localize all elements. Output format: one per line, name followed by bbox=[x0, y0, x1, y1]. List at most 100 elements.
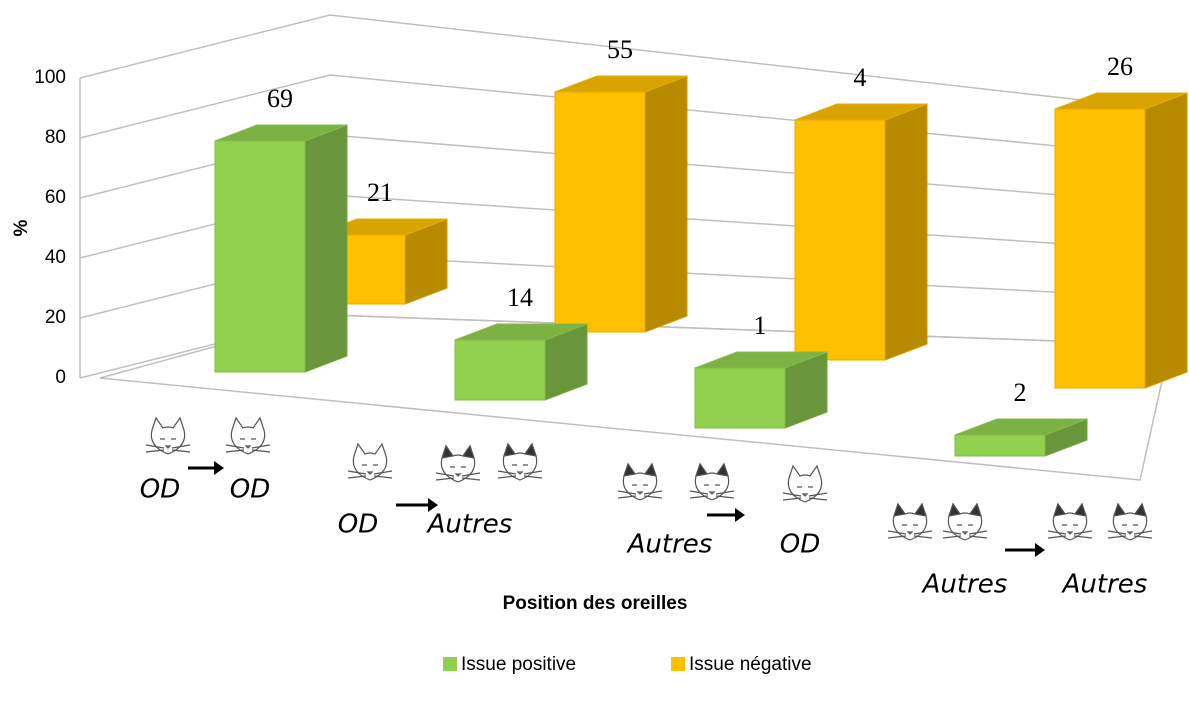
arrow-head bbox=[214, 461, 224, 475]
cat-icon bbox=[617, 462, 663, 501]
count-label: 2 bbox=[1014, 378, 1027, 407]
bar-top bbox=[554, 75, 688, 93]
cat-head bbox=[622, 462, 658, 501]
cat-head bbox=[947, 502, 983, 541]
bar bbox=[554, 75, 688, 333]
bar-top bbox=[1054, 92, 1188, 110]
bar-top bbox=[214, 124, 348, 142]
cat-icon bbox=[347, 442, 393, 481]
cat-ear-dark bbox=[893, 502, 927, 517]
arrow-head bbox=[1035, 543, 1045, 557]
bar-front bbox=[454, 339, 546, 401]
y-tick-label: 40 bbox=[45, 247, 66, 268]
legend-label: Issue positive bbox=[461, 654, 576, 675]
bar-side bbox=[884, 103, 928, 361]
y-tick-label: 80 bbox=[45, 127, 66, 148]
cat-ear-dark bbox=[623, 462, 657, 477]
bar-top bbox=[794, 103, 928, 121]
bar bbox=[694, 351, 828, 429]
cat-ear-dark bbox=[1113, 502, 1147, 517]
bar-front bbox=[1054, 108, 1146, 389]
count-label: 26 bbox=[1107, 52, 1133, 81]
cat-ear-dark bbox=[948, 502, 982, 517]
x-tick-label: Autres bbox=[426, 510, 513, 540]
x-tick-label: Autres bbox=[921, 570, 1008, 600]
bar bbox=[1054, 92, 1188, 389]
count-label: 69 bbox=[267, 84, 293, 113]
cat-icon bbox=[942, 502, 988, 541]
cat-head bbox=[1052, 502, 1088, 541]
cat-head bbox=[502, 442, 538, 481]
bar-front bbox=[214, 140, 306, 373]
legend-swatch bbox=[443, 657, 457, 671]
cat-head bbox=[694, 462, 730, 501]
cat-face bbox=[942, 524, 988, 539]
cat-icon bbox=[435, 444, 481, 483]
cat-icon bbox=[689, 462, 735, 501]
x-tick-label: Autres bbox=[626, 530, 713, 560]
y-tick-label: 60 bbox=[45, 187, 66, 208]
cat-ear-dark bbox=[1053, 502, 1087, 517]
cat-head bbox=[150, 416, 186, 455]
cat-face bbox=[617, 484, 663, 499]
y-tick-label: 20 bbox=[45, 307, 66, 328]
cat-icon bbox=[497, 442, 543, 481]
bar bbox=[794, 103, 928, 361]
cat-ear-dark bbox=[695, 462, 729, 477]
bar-top bbox=[454, 323, 588, 341]
count-label: 55 bbox=[607, 35, 633, 64]
legend-swatch bbox=[671, 657, 685, 671]
count-label: 1 bbox=[754, 311, 767, 340]
cat-head bbox=[230, 416, 266, 455]
cat-face bbox=[782, 486, 828, 501]
bar-front bbox=[794, 119, 886, 361]
cat-icon bbox=[887, 502, 933, 541]
bar bbox=[214, 124, 348, 373]
bar-front bbox=[694, 367, 786, 429]
cat-face bbox=[225, 438, 271, 453]
y-tick-label: 100 bbox=[34, 67, 66, 88]
count-label: 21 bbox=[367, 178, 393, 207]
bar-side bbox=[1144, 92, 1188, 389]
cat-ear-dark bbox=[441, 444, 475, 459]
x-tick-label: Autres bbox=[1061, 570, 1148, 600]
cat-head bbox=[440, 444, 476, 483]
count-label: 4 bbox=[854, 63, 867, 92]
cat-head bbox=[352, 442, 388, 481]
bar-front bbox=[554, 91, 646, 333]
count-label: 14 bbox=[507, 283, 533, 312]
bar bbox=[454, 323, 588, 401]
cat-face bbox=[145, 438, 191, 453]
y-tick-label: 0 bbox=[55, 367, 66, 388]
cat-icon bbox=[1107, 502, 1153, 541]
cat-head bbox=[1112, 502, 1148, 541]
cat-ear-dark bbox=[503, 442, 537, 457]
bar bbox=[954, 418, 1088, 457]
bar-side bbox=[644, 75, 688, 333]
cat-icon bbox=[782, 464, 828, 503]
x-axis-title: Position des oreilles bbox=[503, 593, 688, 614]
cat-face bbox=[887, 524, 933, 539]
cat-head bbox=[787, 464, 823, 503]
x-tick-label: OD bbox=[780, 530, 821, 560]
cat-head bbox=[892, 502, 928, 541]
cat-icon bbox=[145, 416, 191, 455]
x-tick-label: OD bbox=[230, 475, 271, 505]
grid-line bbox=[79, 14, 1171, 111]
bar-front bbox=[954, 434, 1046, 457]
cat-face bbox=[435, 466, 481, 481]
bar-top bbox=[694, 351, 828, 369]
legend-label: Issue négative bbox=[689, 654, 812, 675]
cat-face bbox=[1107, 524, 1153, 539]
arrow-head bbox=[428, 498, 438, 512]
bar-top bbox=[954, 418, 1088, 436]
bar-side bbox=[304, 124, 348, 373]
y-axis-title: % bbox=[11, 219, 32, 236]
cat-icon bbox=[225, 416, 271, 455]
cat-face bbox=[347, 464, 393, 479]
cat-face bbox=[1047, 524, 1093, 539]
x-tick-label: OD bbox=[140, 475, 181, 505]
arrow-head bbox=[735, 508, 745, 522]
cat-icon bbox=[1047, 502, 1093, 541]
